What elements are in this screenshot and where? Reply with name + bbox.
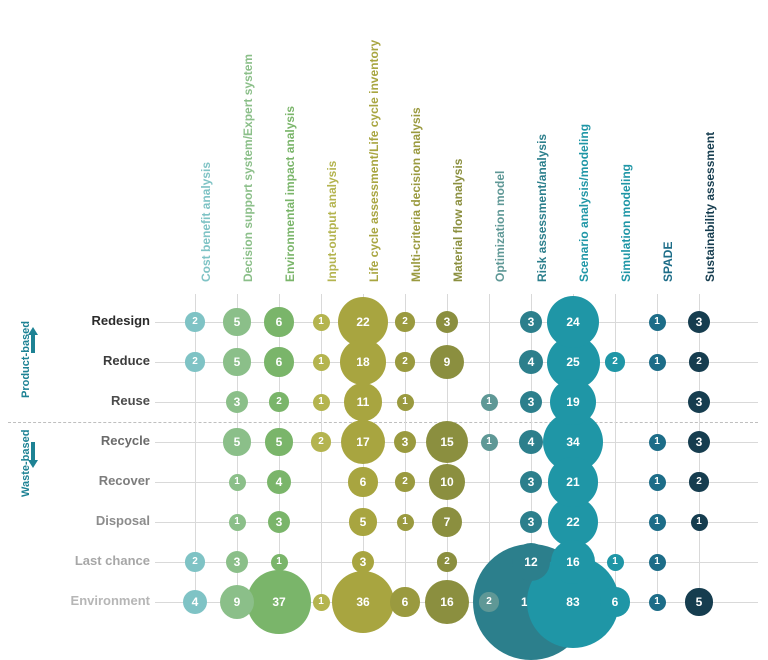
bubble: 5 [223,348,250,375]
column-header: Scenario analysis/modeling [577,124,591,282]
bubble: 1 [649,514,666,531]
bubble: 3 [520,311,542,333]
bubble: 3 [688,391,710,413]
column-header: Risk assessment/analysis [535,134,549,282]
bubble: 2 [437,552,456,571]
bubble: 24 [547,296,599,348]
bubble: 2 [605,352,624,371]
bubble: 1 [481,434,498,451]
bubble: 4 [519,350,544,375]
row-label: Environment [10,593,150,608]
row-label: Last chance [10,553,150,568]
bubble: 1 [271,554,288,571]
bubble-matrix: 1398337363425242222211918171616151211109… [0,0,768,650]
column-header: Sustainability assessment [703,132,717,282]
bubble: 36 [332,571,394,633]
bubble: 9 [430,345,464,379]
bubble: 2 [479,592,498,611]
bubble: 16 [551,540,595,584]
bubble: 2 [185,352,204,371]
bubble: 3 [520,391,542,413]
column-header: Life cycle assessment/Life cycle invento… [367,40,381,282]
bubble: 3 [520,471,542,493]
bubble: 4 [267,470,292,495]
bubble: 7 [432,507,463,538]
bubble: 9 [220,585,254,619]
bubble: 21 [548,457,597,506]
bubble: 1 [397,514,414,531]
bubble: 3 [688,431,710,453]
bubble: 4 [183,590,208,615]
bubble: 1 [607,554,624,571]
bubble: 2 [185,552,204,571]
column-header: Cost benefit analysis [199,162,213,282]
column-header: Environmental impact analysis [283,106,297,282]
bubble: 11 [344,383,381,420]
bubble: 3 [436,311,458,333]
bubble: 1 [649,314,666,331]
bubble: 1 [649,354,666,371]
bubble: 5 [265,428,292,455]
bubble: 2 [185,312,204,331]
bubble: 2 [395,312,414,331]
bubble: 2 [689,472,708,491]
bubble: 37 [247,570,310,633]
bubble: 2 [311,432,330,451]
bubble: 3 [268,511,290,533]
bubble: 16 [425,580,469,624]
bubble: 1 [649,594,666,611]
arrow-up-icon [26,325,40,360]
column-header: Decision support system/Expert system [241,54,255,282]
column-header: Input-output analysis [325,161,339,282]
bubble: 5 [223,428,250,455]
row-label: Disposal [10,513,150,528]
bubble: 1 [649,474,666,491]
bubble: 1 [313,354,330,371]
bubble: 2 [269,392,288,411]
bubble: 3 [226,391,248,413]
column-header: Material flow analysis [451,159,465,282]
bubble: 1 [313,394,330,411]
bubble: 6 [264,347,293,376]
bubble: 1 [397,394,414,411]
bubble: 4 [519,430,544,455]
bubble: 18 [340,339,386,385]
arrow-down-icon [26,440,40,475]
bubble: 3 [226,551,248,573]
bubble: 1 [691,514,708,531]
bubble: 1 [481,394,498,411]
bubble: 17 [341,420,386,465]
column-header: Optimization model [493,171,507,282]
bubble: 2 [395,472,414,491]
bubble: 1 [313,594,330,611]
bubble: 3 [520,511,542,533]
bubble: 6 [264,307,293,336]
bubble: 3 [688,311,710,333]
bubble: 2 [395,352,414,371]
group-divider [8,422,758,423]
bubble: 1 [649,554,666,571]
bubble: 15 [426,421,468,463]
bubble: 6 [348,467,377,496]
bubble: 1 [229,514,246,531]
column-header: Multi-criteria decision analysis [409,107,423,282]
bubble: 10 [429,464,465,500]
bubble: 3 [352,551,374,573]
bubble: 5 [349,508,376,535]
bubble: 1 [229,474,246,491]
column-header: SPADE [661,242,675,282]
bubble: 2 [689,352,708,371]
bubble: 5 [223,308,250,335]
bubble: 3 [394,431,416,453]
bubble: 1 [313,314,330,331]
bubble: 6 [390,587,419,616]
column-header: Simulation modeling [619,164,633,282]
bubble: 5 [685,588,712,615]
bubble: 1 [649,434,666,451]
bubble: 6 [600,587,629,616]
